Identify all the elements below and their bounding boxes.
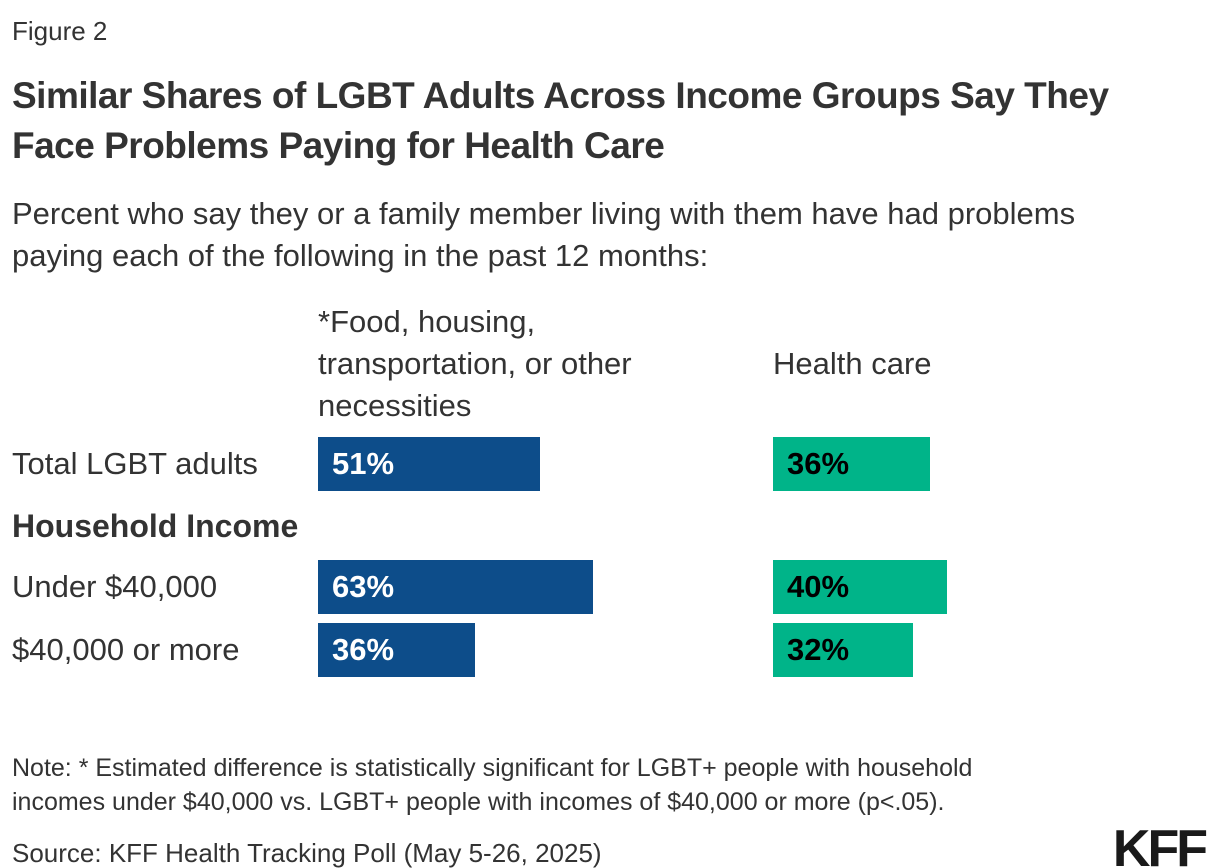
source-text: Source: KFF Health Tracking Poll (May 5-… (12, 838, 602, 868)
figure-label: Figure 2 (12, 16, 108, 46)
note-text: Note: * Estimated difference is statisti… (12, 754, 973, 816)
row-label-40000-or-more: $40,000 or more (12, 632, 240, 667)
chart-subtitle: Percent who say they or a family member … (12, 196, 1076, 273)
bar-necessities-40000-or-more: 36% (318, 623, 475, 677)
row-label-under-40000: Under $40,000 (12, 569, 218, 604)
column-header-row: *Food, housing, transportation, or other… (12, 301, 1205, 427)
section-label-household-income: Household Income (12, 508, 299, 544)
row-total-lgbt-adults: Total LGBT adults 51% 36% (12, 437, 1205, 491)
row-label-total-lgbt-adults: Total LGBT adults (12, 446, 258, 481)
column-header-health-care: Health care (773, 346, 932, 381)
bar-health-care-total: 36% (773, 437, 930, 491)
column-header-necessities: *Food, housing, transportation, or other… (318, 304, 632, 423)
bar-necessities-total: 51% (318, 437, 541, 491)
bar-necessities-under-40000: 63% (318, 560, 593, 614)
bar-health-care-40000-or-more: 32% (773, 623, 913, 677)
bar-health-care-under-40000: 40% (773, 560, 948, 614)
chart-title: Similar Shares of LGBT Adults Across Inc… (12, 75, 1109, 166)
bar-chart: *Food, housing, transportation, or other… (12, 301, 1205, 677)
header-spacer (12, 301, 318, 427)
row-under-40000: Under $40,000 63% 40% (12, 560, 1205, 614)
kff-logo: KFF (1112, 820, 1208, 868)
bottom-row: Source: KFF Health Tracking Poll (May 5-… (12, 820, 1208, 868)
row-40000-or-more: $40,000 or more 36% 32% (12, 623, 1205, 677)
